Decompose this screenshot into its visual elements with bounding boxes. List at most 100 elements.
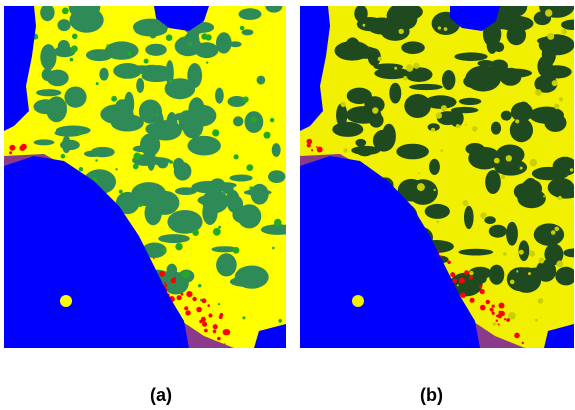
vegetation-patch bbox=[187, 135, 221, 156]
urban-patch bbox=[469, 276, 473, 280]
urban-patch bbox=[479, 288, 485, 295]
urban-patch bbox=[222, 329, 229, 336]
vegetation-patch bbox=[62, 135, 71, 154]
vegetation-patch bbox=[232, 206, 260, 225]
map-b-bay bbox=[300, 156, 480, 348]
map-a-image bbox=[4, 6, 286, 348]
vegetation-patch bbox=[113, 63, 142, 79]
grass-patch bbox=[372, 107, 379, 114]
vegetation-patch bbox=[506, 221, 518, 246]
map-a-corner-water bbox=[254, 324, 286, 348]
vegetation-patch bbox=[436, 111, 459, 126]
urban-patch bbox=[469, 297, 475, 303]
vegetation-patch bbox=[233, 116, 244, 127]
vegetation-patch bbox=[442, 70, 456, 90]
vegetation-patch bbox=[454, 52, 488, 61]
vegetation-patch bbox=[64, 86, 87, 108]
grass-patch bbox=[554, 226, 560, 232]
grass-patch bbox=[143, 58, 149, 64]
grass-patch bbox=[246, 164, 254, 172]
grass-patch bbox=[111, 95, 117, 102]
vegetation-patch bbox=[332, 121, 364, 137]
grass-patch bbox=[138, 203, 143, 207]
grass-patch bbox=[175, 242, 183, 251]
grass-patch bbox=[440, 105, 447, 112]
vegetation-patch bbox=[145, 43, 167, 56]
vegetation-patch bbox=[215, 87, 224, 104]
urban-patch bbox=[464, 270, 469, 275]
grass-patch bbox=[242, 316, 246, 320]
urban-patch bbox=[19, 145, 26, 152]
grass-patch bbox=[569, 168, 574, 172]
grass-patch bbox=[343, 148, 348, 153]
urban-patch bbox=[497, 323, 500, 326]
grass-patch bbox=[508, 311, 516, 320]
urban-patch bbox=[180, 292, 184, 296]
grass-patch bbox=[242, 96, 249, 103]
grass-patch bbox=[519, 166, 523, 170]
vegetation-patch bbox=[396, 143, 429, 160]
vegetation-patch bbox=[175, 187, 197, 196]
grass-patch bbox=[501, 174, 506, 179]
grass-patch bbox=[161, 248, 166, 253]
vegetation-patch bbox=[268, 170, 286, 184]
urban-patch bbox=[490, 308, 494, 312]
grass-patch bbox=[278, 319, 283, 323]
vegetation-patch bbox=[424, 203, 450, 219]
vegetation-patch bbox=[465, 65, 501, 92]
vegetation-patch bbox=[40, 6, 55, 22]
vegetation-patch bbox=[141, 70, 172, 82]
classified-map-a bbox=[4, 6, 286, 348]
vegetation-patch bbox=[516, 101, 531, 120]
grass-patch bbox=[557, 195, 563, 201]
urban-patch bbox=[498, 302, 505, 309]
urban-patch bbox=[316, 146, 318, 148]
grass-patch bbox=[417, 172, 420, 175]
grass-patch bbox=[274, 218, 282, 227]
vegetation-patch bbox=[46, 69, 69, 87]
vegetation-patch bbox=[500, 110, 512, 121]
vegetation-patch bbox=[484, 216, 496, 225]
urban-patch bbox=[306, 143, 311, 148]
urban-patch bbox=[204, 328, 208, 333]
vegetation-patch bbox=[184, 31, 200, 48]
grass-patch bbox=[232, 246, 240, 254]
vegetation-patch bbox=[534, 74, 558, 93]
vegetation-patch bbox=[563, 248, 574, 258]
vegetation-patch bbox=[142, 242, 167, 258]
grass-patch bbox=[106, 44, 110, 47]
grass-patch bbox=[472, 126, 478, 132]
vegetation-patch bbox=[229, 276, 260, 287]
urban-patch bbox=[498, 310, 502, 314]
vegetation-patch bbox=[227, 96, 247, 107]
grass-patch bbox=[132, 163, 139, 170]
vegetation-patch bbox=[381, 123, 396, 149]
vegetation-patch bbox=[182, 115, 204, 139]
urban-patch bbox=[185, 310, 191, 316]
vegetation-patch bbox=[547, 177, 574, 198]
grass-patch bbox=[182, 271, 190, 279]
urban-patch bbox=[153, 257, 155, 260]
grass-patch bbox=[218, 225, 222, 229]
vegetation-patch bbox=[490, 59, 508, 73]
vegetation-patch bbox=[229, 41, 242, 48]
grass-patch bbox=[515, 119, 520, 124]
vegetation-patch bbox=[336, 103, 348, 128]
vegetation-patch bbox=[173, 162, 192, 181]
vegetation-patch bbox=[265, 6, 283, 13]
vegetation-patch bbox=[374, 67, 411, 80]
grass-patch bbox=[443, 27, 448, 31]
vegetation-patch bbox=[100, 104, 134, 125]
grass-patch bbox=[416, 183, 425, 192]
vegetation-patch bbox=[197, 194, 233, 207]
grass-patch bbox=[138, 185, 141, 189]
map-a-lake-top bbox=[154, 6, 209, 31]
vegetation-patch bbox=[138, 99, 162, 124]
urban-patch bbox=[459, 277, 465, 284]
grass-patch bbox=[464, 123, 467, 126]
vegetation-patch bbox=[166, 263, 178, 277]
vegetation-patch bbox=[544, 243, 564, 266]
vegetation-patch bbox=[115, 191, 140, 215]
vegetation-patch bbox=[158, 234, 190, 244]
grass-patch bbox=[543, 195, 546, 198]
